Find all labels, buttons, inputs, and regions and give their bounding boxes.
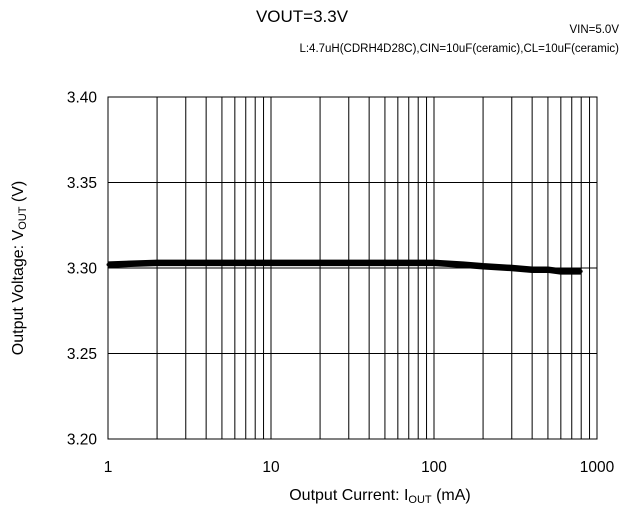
y-tick-labels: 3.20 3.25 3.30 3.35 3.40: [67, 90, 98, 449]
grid: [108, 97, 597, 439]
series-point: [184, 261, 188, 265]
y-tick-label: 3.35: [67, 175, 97, 192]
y-tick-label: 3.30: [67, 261, 98, 278]
chart-subtitle-vin: VIN=5.0V: [569, 24, 619, 36]
x-tick-label: 1: [104, 459, 113, 476]
x-tick-label: 1000: [580, 459, 615, 476]
chart-subtitle-conditions: L:4.7uH(CDRH4D28C),CIN=10uF(ceramic),CL=…: [299, 43, 619, 55]
series-point: [546, 268, 550, 272]
chart-title: VOUT=3.3V: [256, 7, 349, 26]
series-point: [559, 269, 563, 273]
y-tick-label: 3.20: [67, 432, 98, 449]
y-tick-label: 3.25: [67, 346, 97, 363]
series-point: [461, 263, 465, 267]
y-tick-label: 3.40: [67, 90, 98, 107]
series-line: [107, 259, 582, 275]
y-axis-label-suffix: (V): [10, 181, 27, 207]
series-point: [530, 268, 534, 272]
x-axis-label-suffix: (mA): [432, 487, 471, 504]
x-axis-label: Output Current: IOUT (mA): [289, 487, 471, 506]
x-axis-label-prefix: Output Current: I: [289, 487, 408, 504]
y-axis-label: Output Voltage: VOUT (V): [10, 181, 29, 355]
series-point: [432, 261, 436, 265]
series-point: [383, 261, 387, 265]
plot-frame: [107, 96, 598, 440]
x-tick-label: 100: [421, 459, 447, 476]
series-point: [579, 269, 583, 273]
series-point: [244, 261, 248, 265]
series-point: [269, 261, 273, 265]
y-axis-label-subscript: OUT: [17, 206, 29, 230]
x-tick-label: 10: [262, 459, 280, 476]
series-point: [510, 266, 514, 270]
series-point: [155, 261, 159, 265]
x-axis-label-subscript: OUT: [408, 494, 432, 506]
series-point: [220, 261, 224, 265]
y-axis-label-prefix: Output Voltage: V: [10, 229, 27, 355]
series-point: [481, 264, 485, 268]
x-tick-labels: 1 10 100 1000: [104, 459, 615, 476]
series-point: [318, 261, 322, 265]
series-layer: [106, 259, 583, 275]
